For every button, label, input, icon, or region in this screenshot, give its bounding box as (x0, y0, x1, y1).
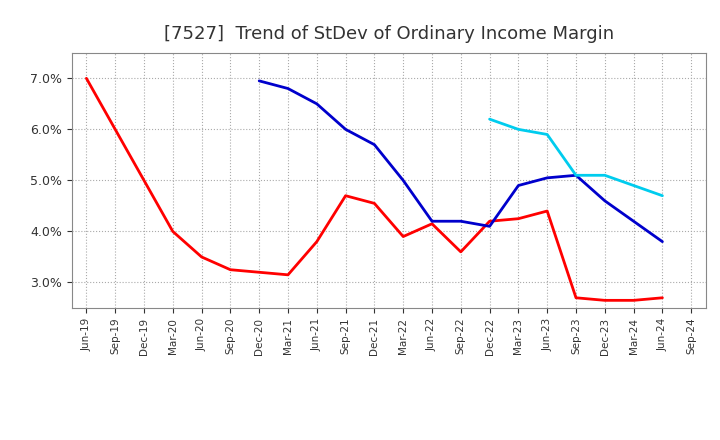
Title: [7527]  Trend of StDev of Ordinary Income Margin: [7527] Trend of StDev of Ordinary Income… (163, 25, 614, 43)
